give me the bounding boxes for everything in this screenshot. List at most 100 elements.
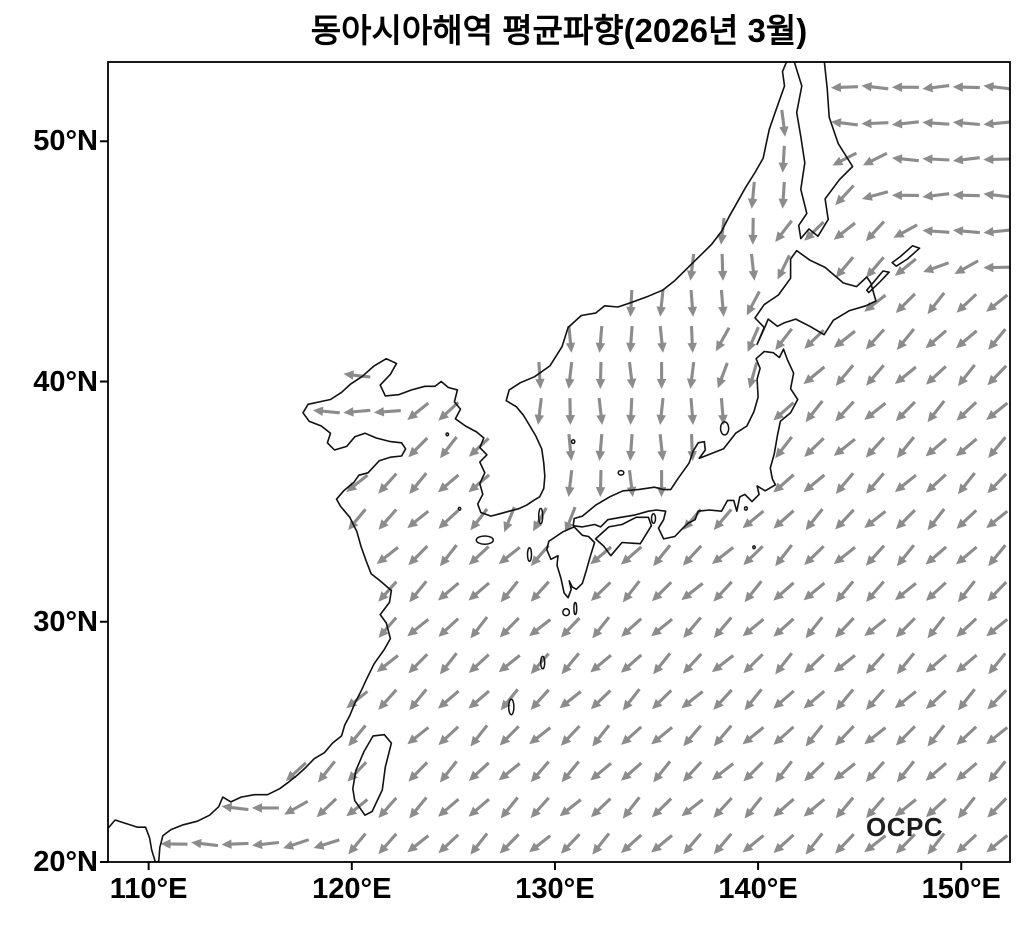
wave-arrow-head xyxy=(894,482,906,493)
wave-arrow-shaft xyxy=(961,293,978,309)
wave-arrow-shaft xyxy=(689,434,694,454)
wave-arrow-head xyxy=(565,378,575,389)
wave-arrow-head xyxy=(438,842,449,854)
wave-arrow-head xyxy=(499,843,511,854)
wave-arrow-shaft xyxy=(778,760,794,778)
wave-arrow-shaft xyxy=(991,293,1009,309)
island xyxy=(445,432,450,437)
wave-arrow-shaft xyxy=(808,328,825,345)
wave-arrow-shaft xyxy=(778,544,794,561)
wave-arrow-head xyxy=(499,626,511,638)
wave-arrow-head xyxy=(468,698,480,709)
wave-arrow-head xyxy=(409,591,420,603)
wave-arrow-shaft xyxy=(991,581,1008,597)
wave-arrow-shaft xyxy=(991,120,1010,126)
wave-arrow-head xyxy=(718,306,728,317)
wave-arrow-shaft xyxy=(991,364,1008,381)
wave-arrow-head xyxy=(682,555,694,566)
wave-arrow-head xyxy=(864,734,876,745)
wave-arrow-shaft xyxy=(534,652,550,669)
wave-arrow-head xyxy=(744,807,755,819)
wave-arrow-shaft xyxy=(598,470,603,490)
wave-arrow-head xyxy=(313,840,325,850)
wave-arrow-shaft xyxy=(689,397,695,418)
wave-arrow-shaft xyxy=(687,544,703,561)
wave-arrow-shaft xyxy=(412,618,430,633)
wave-arrow-head xyxy=(865,338,877,350)
wave-arrow-shaft xyxy=(778,581,795,597)
wave-arrow-shaft xyxy=(566,506,577,526)
wave-arrow-shaft xyxy=(992,436,1007,453)
wave-arrow-head xyxy=(530,771,541,783)
wave-arrow-shaft xyxy=(717,654,735,669)
wave-arrow-shaft xyxy=(870,760,886,778)
wave-arrow-shaft xyxy=(869,401,887,417)
wave-arrow-head xyxy=(653,771,664,783)
wave-arrow-head xyxy=(595,487,606,498)
wave-arrow-head xyxy=(626,342,636,353)
wave-arrow-head xyxy=(779,126,789,137)
wave-arrow-head xyxy=(468,806,480,817)
wave-arrow-head xyxy=(438,626,449,637)
wave-arrow-shaft xyxy=(629,289,634,309)
wave-arrow-head xyxy=(925,374,937,385)
wave-arrow-shaft xyxy=(809,616,824,634)
wave-arrow-shaft xyxy=(992,652,1007,670)
wave-arrow-head xyxy=(592,843,603,855)
wave-arrow-head xyxy=(925,698,937,709)
wave-arrow-head xyxy=(896,447,907,459)
island xyxy=(562,608,571,617)
wave-arrow-shaft xyxy=(991,401,1009,417)
wave-arrow-shaft xyxy=(687,616,702,634)
wave-arrow-shaft xyxy=(930,229,950,234)
wave-arrow-head xyxy=(626,486,637,497)
wave-arrow-head xyxy=(378,591,389,602)
wave-arrow-shaft xyxy=(321,760,337,778)
wave-arrow-shaft xyxy=(412,436,429,453)
wave-arrow-shaft xyxy=(626,796,641,814)
wave-arrow-head xyxy=(864,518,876,528)
wave-arrow-shaft xyxy=(352,724,367,742)
wave-arrow-head xyxy=(773,482,784,493)
wave-arrow-head xyxy=(716,377,726,389)
wave-arrow-head xyxy=(533,520,543,532)
wave-arrow-shaft xyxy=(870,688,885,706)
wave-arrow-shaft xyxy=(961,725,978,741)
wave-arrow-shaft xyxy=(412,509,430,525)
wave-arrow-shaft xyxy=(687,832,702,850)
wave-arrow-head xyxy=(590,662,601,673)
wave-arrow-head xyxy=(804,662,815,674)
wave-arrow-head xyxy=(560,735,572,746)
wave-arrow-head xyxy=(470,519,481,531)
wave-arrow-head xyxy=(833,770,845,781)
wave-arrow-shaft xyxy=(991,834,1009,849)
wave-arrow-head xyxy=(343,407,354,417)
wave-arrow-head xyxy=(592,735,603,747)
wave-arrow-shaft xyxy=(839,833,855,850)
wave-arrow-head xyxy=(775,339,786,351)
wave-arrow-shaft xyxy=(290,838,310,848)
wave-arrow-head xyxy=(530,807,541,818)
wave-arrow-shaft xyxy=(900,833,916,849)
wave-arrow-head xyxy=(470,843,481,855)
wave-arrow-head xyxy=(407,518,419,529)
wave-arrow-shaft xyxy=(595,724,611,742)
wave-arrow-head xyxy=(744,699,755,711)
wave-arrow-head xyxy=(742,734,754,745)
island xyxy=(650,512,657,525)
wave-arrow-head xyxy=(956,662,967,673)
wave-arrow-head xyxy=(956,302,967,313)
wave-arrow-shaft xyxy=(352,832,367,850)
wave-arrow-shaft xyxy=(870,544,886,561)
coastline-sakhalin xyxy=(793,62,854,240)
wave-arrow-head xyxy=(530,555,541,566)
wave-arrow-shaft xyxy=(839,508,855,525)
wave-arrow-head xyxy=(592,627,603,639)
wave-arrow-shaft xyxy=(839,437,856,453)
wave-arrow-shaft xyxy=(443,617,460,633)
wave-arrow-head xyxy=(378,843,389,855)
wave-arrow-head xyxy=(956,554,967,565)
wave-arrow-head xyxy=(896,663,907,675)
x-tick-label-110e: 110°E xyxy=(109,873,188,905)
wave-arrow-head xyxy=(565,486,575,497)
